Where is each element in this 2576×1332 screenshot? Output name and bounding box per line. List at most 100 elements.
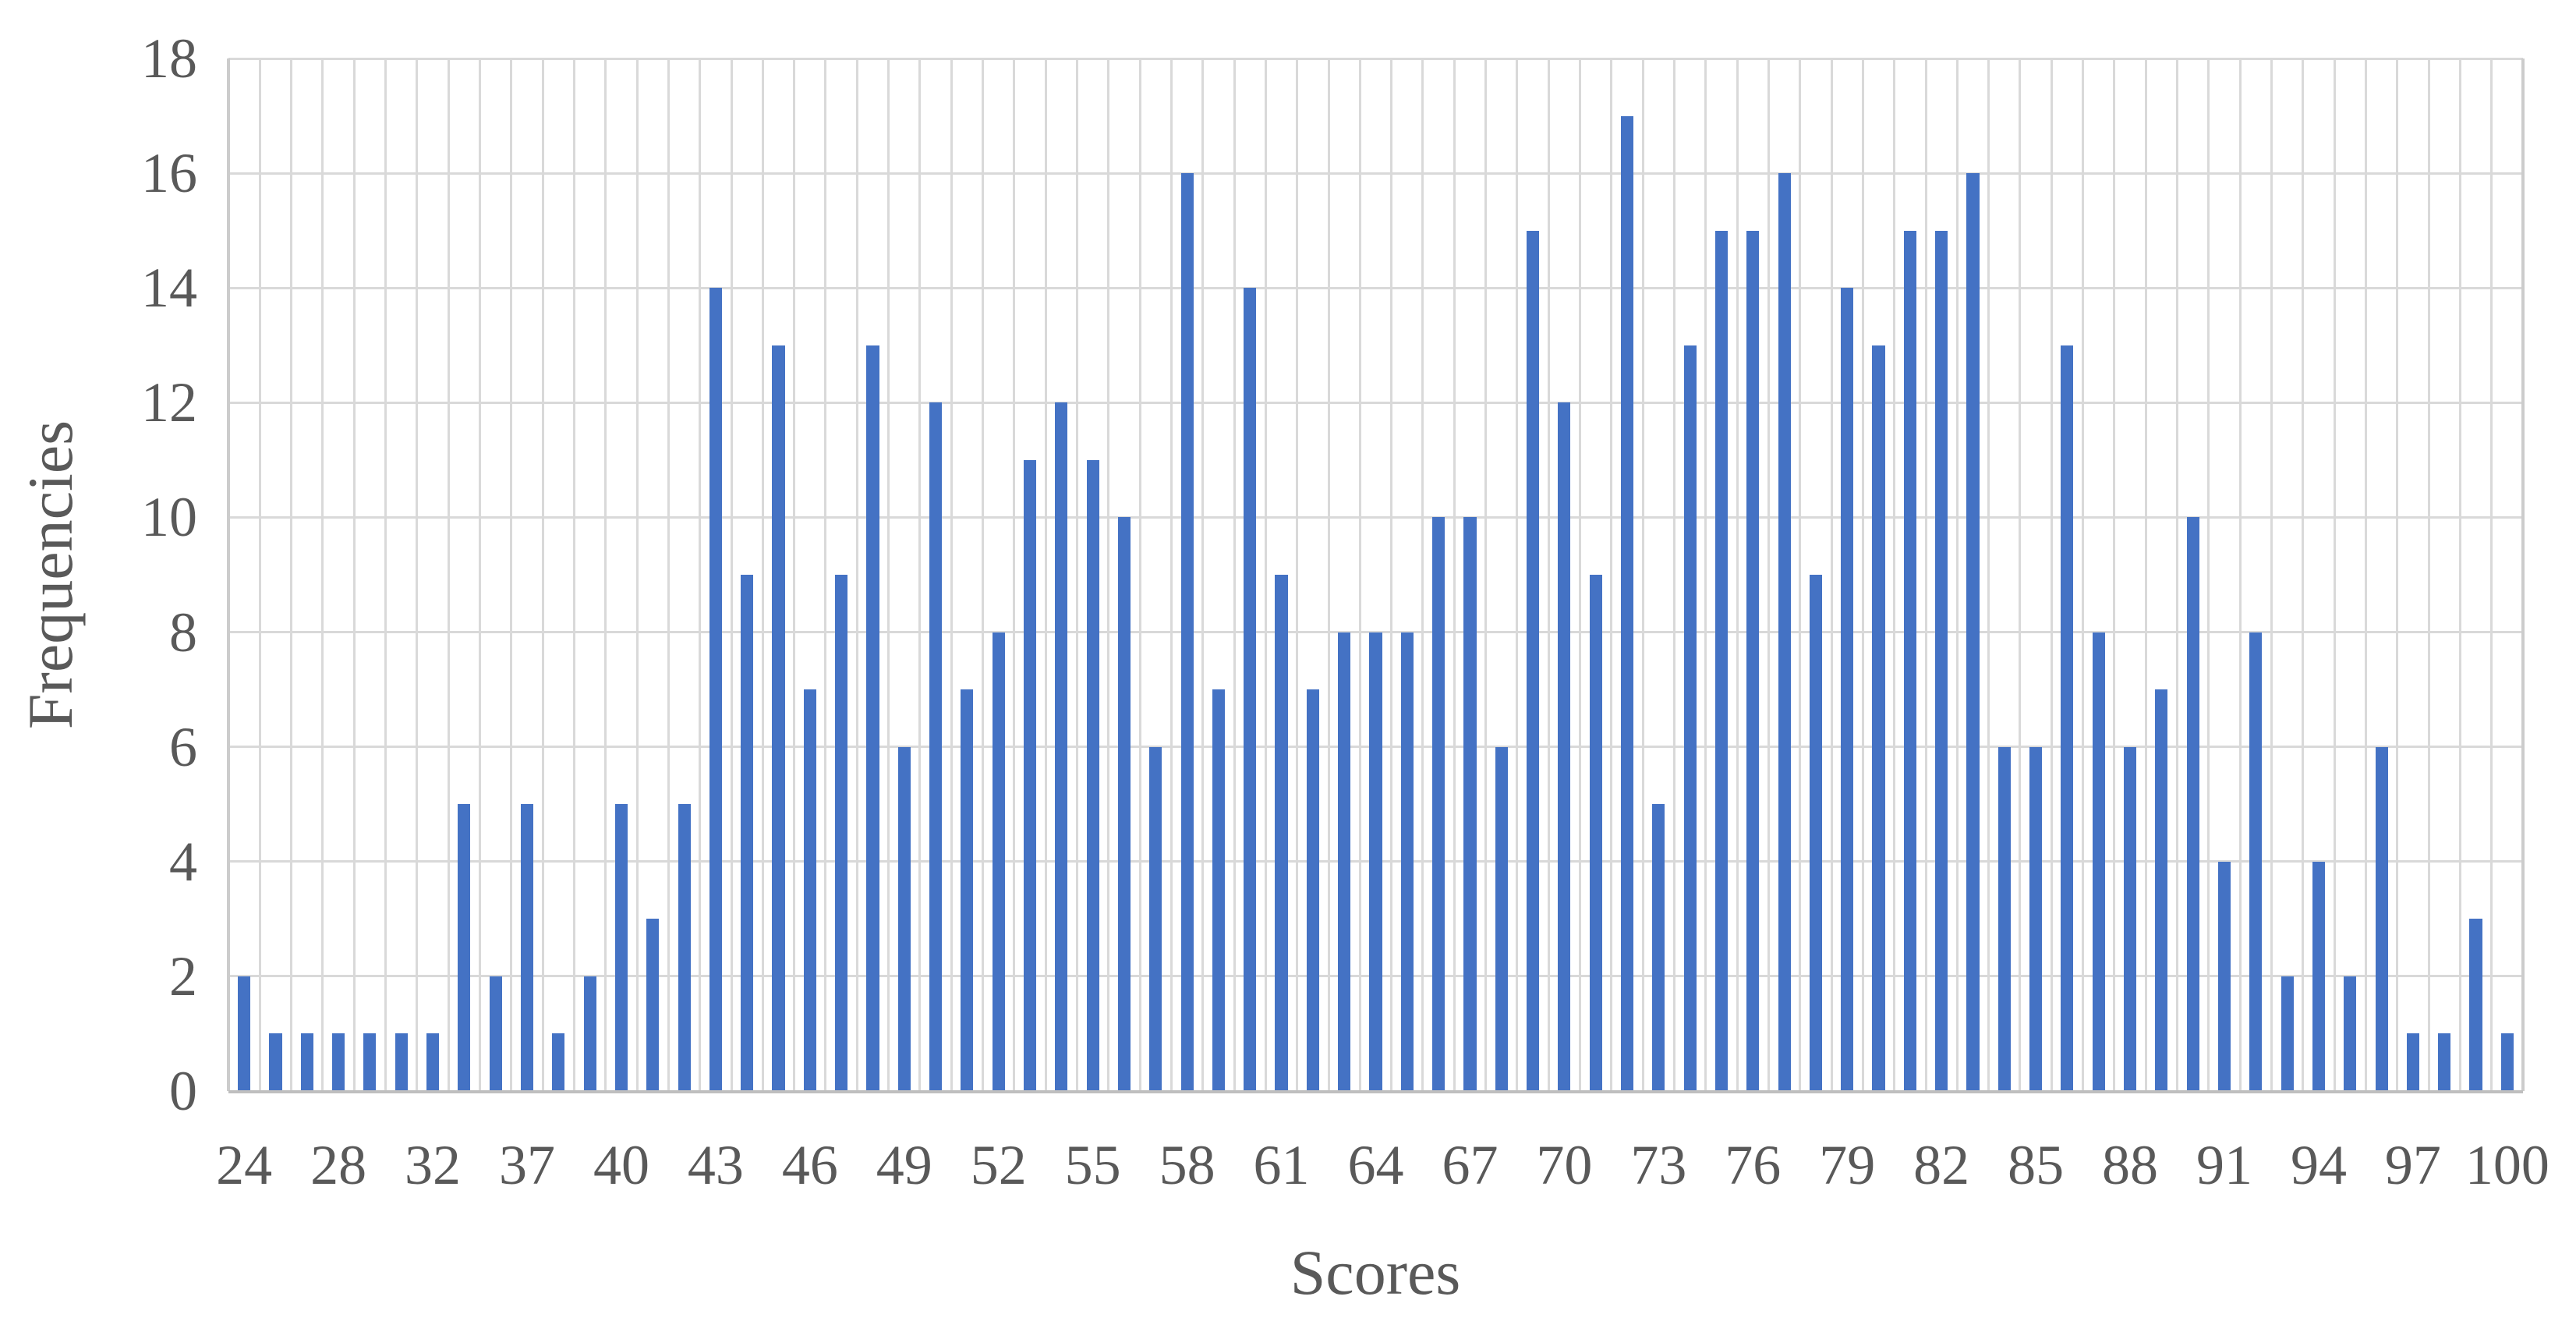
vertical-gridline bbox=[2333, 58, 2336, 1091]
vertical-gridline bbox=[635, 58, 639, 1091]
bar bbox=[614, 804, 628, 1091]
bar bbox=[961, 689, 974, 1091]
bar bbox=[2469, 919, 2482, 1091]
vertical-gridline bbox=[1453, 58, 1456, 1091]
x-tick-label: 100 bbox=[2465, 1134, 2549, 1196]
x-tick-label: 24 bbox=[216, 1134, 273, 1196]
bar bbox=[1244, 288, 1257, 1091]
x-tick-label: 79 bbox=[1819, 1134, 1876, 1196]
bar bbox=[1400, 632, 1414, 1091]
bar bbox=[2092, 632, 2105, 1091]
bar bbox=[897, 746, 911, 1091]
vertical-gridline bbox=[761, 58, 764, 1091]
y-tick-label: 14 bbox=[141, 257, 197, 320]
x-tick-label: 67 bbox=[1442, 1134, 1499, 1196]
x-axis-line bbox=[228, 1089, 2523, 1093]
vertical-gridline bbox=[1704, 58, 1707, 1091]
vertical-gridline bbox=[1672, 58, 1675, 1091]
vertical-gridline bbox=[1924, 58, 1927, 1091]
y-tick-label: 10 bbox=[141, 486, 197, 549]
bar bbox=[1746, 230, 1760, 1091]
x-tick-label: 85 bbox=[2008, 1134, 2065, 1196]
bar bbox=[1369, 632, 1382, 1091]
vertical-gridline bbox=[1893, 58, 1896, 1091]
bar bbox=[1275, 575, 1288, 1091]
x-axis-title: Scores bbox=[1290, 1237, 1461, 1308]
y-tick-label: 4 bbox=[169, 830, 197, 893]
bar bbox=[1809, 575, 1822, 1091]
vertical-gridline bbox=[1516, 58, 1519, 1091]
bar bbox=[866, 345, 879, 1091]
vertical-gridline bbox=[1987, 58, 1990, 1091]
bar bbox=[332, 1033, 345, 1091]
bar bbox=[2375, 746, 2388, 1091]
bar bbox=[2344, 976, 2357, 1091]
y-tick-label: 12 bbox=[141, 371, 197, 434]
bar bbox=[395, 1033, 408, 1091]
x-tick-label: 88 bbox=[2102, 1134, 2159, 1196]
bar bbox=[1652, 804, 1665, 1091]
vertical-gridline bbox=[2019, 58, 2022, 1091]
plot-area bbox=[227, 57, 2525, 1093]
bar bbox=[2186, 517, 2199, 1091]
vertical-gridline bbox=[604, 58, 607, 1091]
y-tick-label: 0 bbox=[169, 1060, 197, 1122]
vertical-gridline bbox=[2050, 58, 2053, 1091]
bar bbox=[520, 804, 534, 1091]
vertical-gridline bbox=[1641, 58, 1644, 1091]
bar bbox=[1212, 689, 1225, 1091]
x-tick-label: 32 bbox=[405, 1134, 462, 1196]
plot-border-line bbox=[2521, 58, 2525, 1091]
bar bbox=[1620, 115, 1634, 1091]
vertical-gridline bbox=[1044, 58, 1047, 1091]
vertical-gridline bbox=[479, 58, 482, 1091]
vertical-gridline bbox=[2302, 58, 2305, 1091]
bar bbox=[1023, 459, 1037, 1091]
bar bbox=[1180, 173, 1194, 1091]
vertical-gridline bbox=[1861, 58, 1864, 1091]
horizontal-gridline bbox=[228, 515, 2523, 519]
y-tick-label: 8 bbox=[169, 600, 197, 664]
bar bbox=[741, 575, 754, 1091]
vertical-gridline bbox=[1390, 58, 1393, 1091]
vertical-gridline bbox=[1955, 58, 1959, 1091]
bar bbox=[1432, 517, 1445, 1091]
x-tick-label: 28 bbox=[310, 1134, 367, 1196]
bar bbox=[1086, 459, 1099, 1091]
vertical-gridline bbox=[1296, 58, 1299, 1091]
vertical-gridline bbox=[2176, 58, 2179, 1091]
vertical-gridline bbox=[1799, 58, 1802, 1091]
bar bbox=[2281, 976, 2294, 1091]
bar bbox=[1463, 517, 1477, 1091]
vertical-gridline bbox=[2270, 58, 2273, 1091]
bar bbox=[2500, 1033, 2514, 1091]
vertical-gridline bbox=[1547, 58, 1550, 1091]
bar bbox=[1903, 230, 1916, 1091]
vertical-gridline bbox=[2144, 58, 2147, 1091]
bar bbox=[2217, 861, 2231, 1091]
vertical-gridline bbox=[699, 58, 702, 1091]
bar bbox=[1935, 230, 1948, 1091]
horizontal-gridline bbox=[228, 286, 2523, 289]
vertical-gridline bbox=[667, 58, 670, 1091]
bar bbox=[1495, 746, 1508, 1091]
x-tick-label: 37 bbox=[498, 1134, 555, 1196]
vertical-gridline bbox=[982, 58, 985, 1091]
vertical-gridline bbox=[2207, 58, 2210, 1091]
x-tick-label: 40 bbox=[593, 1134, 649, 1196]
vertical-gridline bbox=[384, 58, 387, 1091]
vertical-gridline bbox=[793, 58, 796, 1091]
x-tick-label: 52 bbox=[970, 1134, 1027, 1196]
bar bbox=[552, 1033, 565, 1091]
bar bbox=[1872, 345, 1885, 1091]
bar bbox=[1589, 575, 1602, 1091]
horizontal-gridline bbox=[228, 631, 2523, 634]
bar bbox=[583, 976, 596, 1091]
y-axis-title: Frequencies bbox=[15, 420, 86, 730]
vertical-gridline bbox=[1484, 58, 1488, 1091]
vertical-gridline bbox=[321, 58, 324, 1091]
vertical-gridline bbox=[1610, 58, 1613, 1091]
vertical-gridline bbox=[1579, 58, 1582, 1091]
bar bbox=[835, 575, 848, 1091]
